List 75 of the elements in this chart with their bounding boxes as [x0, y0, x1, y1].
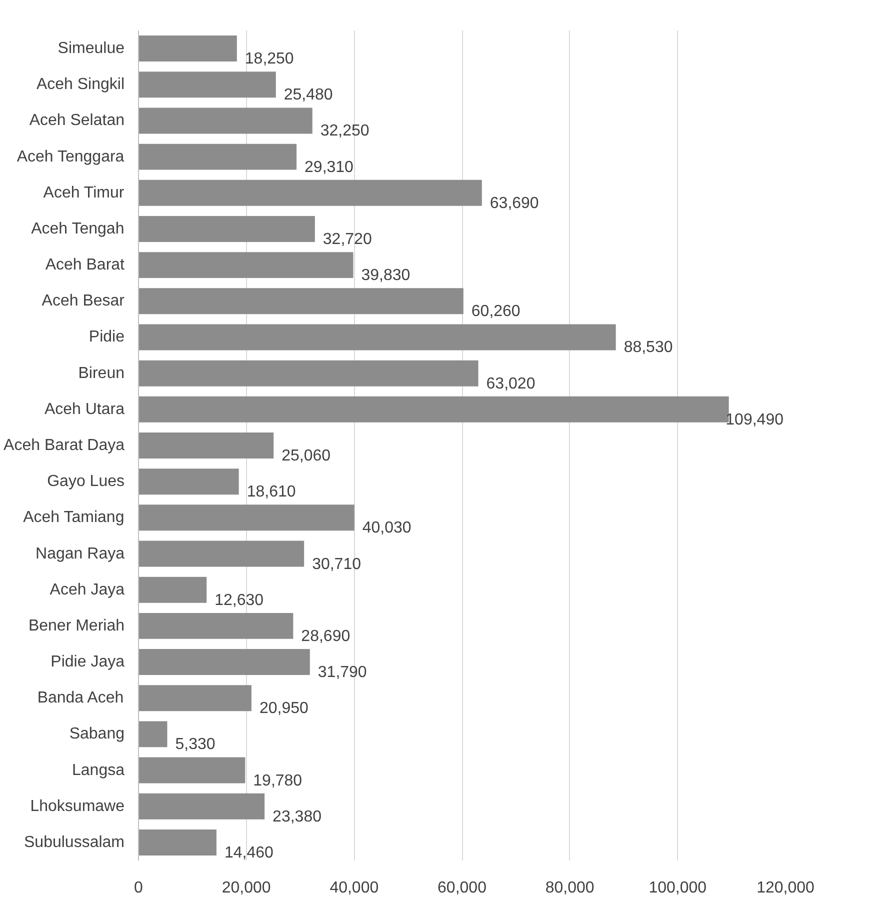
bar — [138, 757, 246, 784]
bar — [138, 829, 216, 856]
y-tick-label: Aceh Tenggara — [16, 148, 124, 166]
data-label: 63,690 — [490, 194, 539, 212]
y-tick-label: Aceh Utara — [44, 400, 125, 418]
bar — [138, 468, 239, 495]
data-label: 18,610 — [246, 484, 296, 501]
y-tick-label: Nagan Raya — [36, 545, 125, 562]
bar — [138, 288, 464, 314]
bar — [138, 576, 207, 603]
y-tick-label: Simeulue — [58, 40, 125, 58]
y-tick-label: Subulussalam — [24, 834, 124, 851]
y-tick-label: Aceh Tengah — [31, 220, 124, 238]
y-tick-label: Pidie Jaya — [50, 654, 125, 671]
y-tick-label: Aceh Barat Daya — [4, 437, 125, 454]
y-tick-label: Banda Aceh — [37, 690, 124, 707]
y-tick-label: Aceh Besar — [42, 292, 126, 310]
y-tick-label: Aceh Jaya — [50, 581, 125, 598]
bar — [138, 612, 294, 639]
data-label: 109,490 — [726, 411, 784, 428]
data-label: 88,530 — [624, 339, 673, 356]
x-tick-label: 0 — [134, 880, 144, 896]
bar — [138, 793, 265, 820]
data-label: 12,630 — [214, 592, 264, 609]
data-label: 5,330 — [175, 736, 216, 754]
data-label: 31,790 — [318, 664, 367, 682]
bar — [138, 685, 252, 712]
data-label: 25,060 — [282, 448, 331, 464]
bar — [138, 36, 237, 62]
y-tick-label: Aceh Barat — [45, 256, 126, 274]
data-label: 32,250 — [320, 122, 370, 140]
data-label: 39,830 — [361, 267, 410, 284]
data-label: 63,020 — [486, 375, 536, 392]
x-tick-label: 100,000 — [648, 880, 707, 896]
data-label: 23,380 — [272, 808, 322, 826]
data-label: 25,480 — [284, 86, 333, 104]
y-tick-label: Pidie — [88, 328, 125, 346]
data-label: 19,780 — [253, 772, 302, 790]
data-label: 30,710 — [312, 556, 362, 573]
y-tick-label: Aceh Timur — [43, 184, 125, 202]
x-tick-label: 80,000 — [545, 880, 594, 896]
data-label: 20,950 — [259, 700, 308, 718]
bar — [138, 649, 310, 676]
data-label: 32,720 — [322, 230, 372, 248]
x-tick-label: 40,000 — [330, 880, 379, 896]
data-label: 18,250 — [244, 50, 294, 68]
y-tick-label: Aceh Tamiang — [23, 509, 124, 526]
bar — [138, 180, 482, 206]
y-tick-label: Bireun — [78, 364, 124, 382]
data-label: 60,260 — [471, 303, 520, 320]
bar — [138, 540, 304, 567]
bar — [138, 216, 315, 242]
y-tick-label: Aceh Selatan — [29, 112, 125, 130]
y-tick-label: Bener Meriah — [28, 617, 124, 634]
bar — [138, 252, 354, 278]
bar — [138, 144, 297, 170]
bar — [138, 721, 168, 748]
bar — [138, 324, 616, 350]
data-label: 40,030 — [362, 520, 412, 537]
y-tick-label: Sabang — [69, 726, 125, 743]
x-tick-label: 20,000 — [222, 880, 271, 896]
y-tick-label: Langsa — [72, 762, 125, 779]
bar — [138, 504, 354, 531]
x-tick-label: 60,000 — [438, 880, 487, 896]
data-label: 14,460 — [224, 844, 274, 862]
bar — [138, 360, 478, 386]
bar — [138, 108, 312, 134]
bar — [138, 432, 274, 458]
data-label: 29,310 — [304, 158, 354, 176]
y-tick-label: Gayo Lues — [47, 473, 125, 490]
bar — [138, 72, 276, 98]
y-tick-label: Aceh Singkil — [36, 76, 124, 94]
y-tick-label: Lhoksumawe — [30, 798, 125, 815]
x-tick-label: 120,000 — [756, 880, 815, 896]
data-label: 28,690 — [301, 628, 350, 645]
